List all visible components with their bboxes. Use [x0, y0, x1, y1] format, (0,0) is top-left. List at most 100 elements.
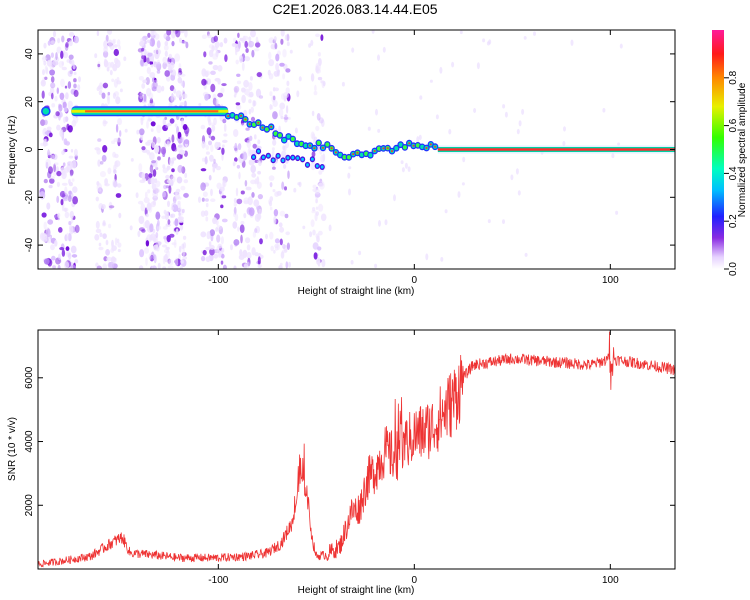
- spectrogram-noise-cell: [288, 261, 291, 268]
- spectrogram-noise-cell: [171, 134, 175, 143]
- spectrogram-noise-cell: [150, 265, 154, 269]
- spectrogram-noise-cell: [209, 229, 215, 237]
- doppler-track-blob: [273, 131, 278, 136]
- spectrogram-noise-cell: [58, 227, 63, 233]
- spectrogram-noise-cell: [178, 218, 185, 223]
- spectrogram-noise-cell: [206, 127, 212, 135]
- spectrogram-noise-cell: [145, 77, 150, 85]
- spectrogram-noise-cell: [517, 190, 521, 196]
- doppler-track-blob: [402, 145, 407, 150]
- spectrogram-noise-cell: [111, 78, 115, 83]
- spectrogram-noise-cell: [145, 213, 149, 218]
- doppler-track-blob: [330, 147, 333, 150]
- spectrogram-noise-cell: [150, 128, 154, 132]
- spectrogram-noise-cell: [59, 247, 65, 251]
- spectrogram-noise-cell: [64, 261, 70, 269]
- spectrogram-noise-cell: [114, 160, 121, 168]
- spectrogram-noise-cell: [198, 196, 201, 203]
- spectrogram-noise-cell: [242, 35, 249, 41]
- spectrogram-noise-cell: [71, 59, 75, 66]
- spectrogram-noise-cell: [43, 221, 47, 230]
- spectrogram-noise-cell: [253, 48, 260, 52]
- spectrogram-noise-cell: [246, 261, 250, 268]
- spectrogram-noise-cell: [147, 178, 151, 185]
- spectrogram-noise-cell: [285, 87, 290, 94]
- spectrogram-noise-cell: [209, 154, 214, 162]
- spectrogram-noise-cell: [283, 164, 287, 169]
- spectrogram-noise-cell: [170, 206, 174, 211]
- spectrogram-noise-cell: [155, 48, 159, 55]
- spectrogram-noise-cell: [65, 42, 69, 48]
- spectrogram-noise-cell: [137, 48, 143, 53]
- spectrogram-noise-cell: [310, 131, 315, 140]
- spectrogram-noise-cell: [68, 221, 72, 226]
- spectrogram-noise-cell: [184, 172, 188, 178]
- spectrogram-noise-cell: [162, 266, 167, 269]
- spectrogram-noise-cell: [238, 171, 241, 180]
- spectrogram-noise-cell: [209, 248, 215, 256]
- spectrogram-noise-cell: [245, 127, 250, 131]
- spectrogram-noise-cell: [218, 226, 223, 235]
- spectrogram-noise-cell: [180, 259, 184, 264]
- spectrogram-noise-cell: [205, 144, 209, 151]
- spectrogram-noise-cell: [181, 243, 185, 250]
- spectrogram-noise-cell: [235, 104, 242, 110]
- spectrogram-noise-cell: [222, 144, 225, 148]
- spectrogram-noise-cell: [250, 30, 256, 38]
- spectrogram-noise-cell: [116, 238, 120, 244]
- spectrogram-noise-cell: [180, 80, 184, 87]
- spectrogram-noise-cell: [371, 30, 375, 34]
- spectrogram-noise-cell: [219, 186, 225, 192]
- spectrogram-noise-cell: [55, 111, 60, 117]
- spectrogram-noise-cell: [107, 262, 112, 268]
- spectrogram-y-tick-label: 40: [24, 48, 35, 60]
- spectrogram-noise-cell: [267, 69, 271, 76]
- spectrogram-noise-cell: [358, 250, 362, 256]
- spectrogram-noise-cell: [217, 78, 221, 85]
- spectrogram-noise-cell: [212, 166, 216, 173]
- spectrogram-noise-cell: [220, 236, 224, 245]
- spectrogram-noise-cell: [181, 101, 186, 106]
- spectrogram-noise-cell: [313, 91, 318, 96]
- spectrogram-noise-cell: [281, 93, 285, 100]
- spectrogram-noise-cell: [321, 258, 326, 268]
- spectrogram-noise-cell: [98, 90, 103, 96]
- spectrogram-noise-cell: [49, 86, 55, 95]
- spectrogram-noise-cell: [425, 253, 429, 261]
- spectrogram-noise-cell: [175, 90, 182, 98]
- spectrogram-noise-cell: [282, 73, 286, 80]
- spectrogram-noise-cell: [241, 94, 246, 104]
- doppler-track-core: [437, 148, 675, 151]
- spectrogram-noise-cell: [136, 129, 140, 135]
- spectrogram-noise-cell: [102, 220, 106, 226]
- spectrogram-noise-cell: [161, 215, 167, 219]
- spectrogram-noise-cell: [166, 165, 171, 170]
- spectrogram-noise-cell: [382, 46, 386, 53]
- spectrogram-noise-cell: [95, 220, 100, 229]
- spectrogram-noise-cell: [211, 124, 216, 132]
- spectrogram-noise-cell: [174, 53, 181, 62]
- spectrogram-noise-cell: [233, 37, 237, 43]
- spectrogram-noise-cell: [179, 265, 183, 269]
- spectrogram-noise-cell: [73, 148, 78, 157]
- spectrogram-noise-cell: [256, 181, 262, 189]
- spectrogram-noise-cell: [46, 202, 51, 210]
- spectrogram-noise-cell: [72, 186, 78, 194]
- spectrogram-noise-cell: [210, 70, 216, 76]
- spectrogram-noise-cell: [165, 249, 170, 259]
- spectrogram-noise-cell: [286, 242, 290, 250]
- spectrogram-noise-cell: [202, 191, 208, 197]
- doppler-track-blob: [41, 106, 51, 117]
- spectrogram-noise-cell: [617, 142, 621, 146]
- spectrogram-noise-cell: [69, 169, 74, 176]
- spectrogram-noise-cell: [400, 160, 404, 165]
- spectrogram-noise-cell: [102, 263, 107, 269]
- spectrogram-noise-cell: [68, 32, 75, 37]
- spectrogram-noise-cell: [515, 168, 519, 175]
- spectrogram-noise-cell: [243, 213, 247, 219]
- spectrogram-noise-cell: [66, 123, 70, 131]
- spectrogram-noise-cell: [269, 104, 273, 110]
- spectrogram-noise-cell: [151, 160, 157, 164]
- spectrogram-noise-cell: [73, 35, 79, 44]
- spectrogram-noise-cell: [69, 190, 72, 197]
